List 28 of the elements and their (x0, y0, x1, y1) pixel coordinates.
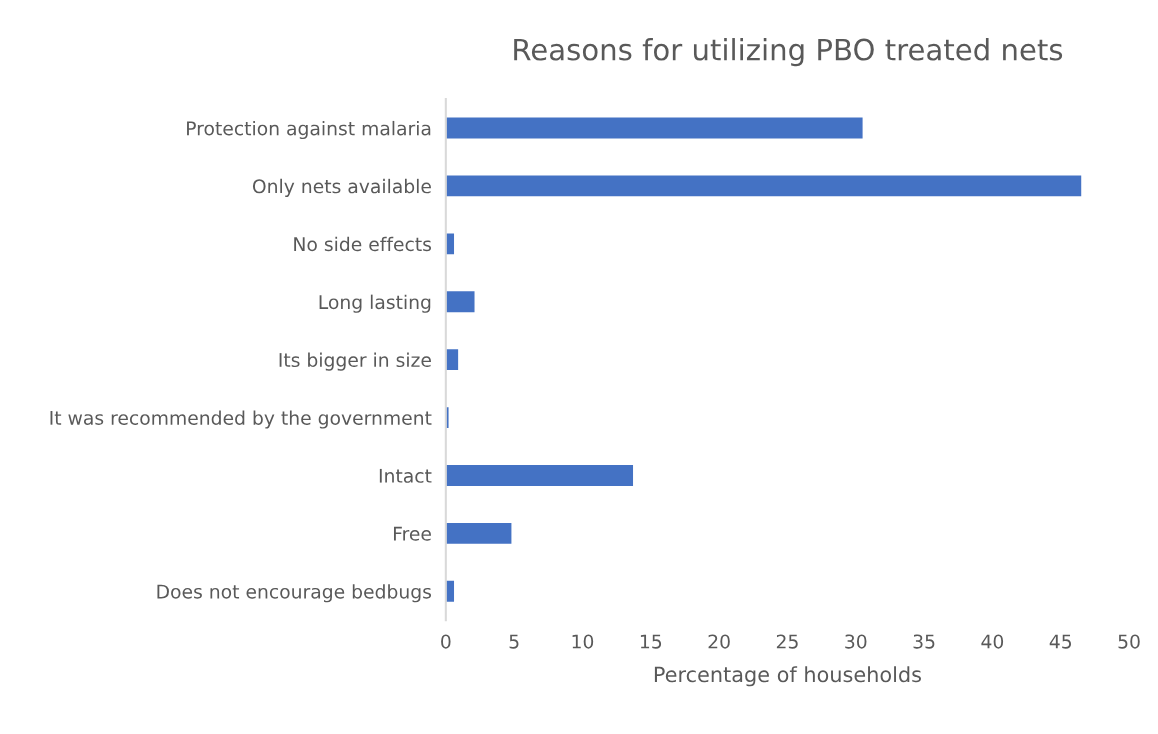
x-tick-label: 25 (776, 634, 798, 649)
bar (445, 349, 459, 371)
x-tick-label: 40 (981, 634, 1004, 649)
y-tick-label: Intact (379, 468, 432, 483)
y-tick-label: Free (394, 526, 431, 541)
x-tick-label: 20 (708, 634, 730, 649)
x-tick-label: 15 (640, 634, 662, 649)
bar (445, 117, 863, 139)
y-tick-label: No side effects (294, 236, 432, 252)
x-tick-label: 50 (1118, 634, 1140, 649)
y-tick-label: Its bigger in size (279, 352, 431, 371)
bar (445, 291, 475, 313)
x-tick-label: 45 (1049, 634, 1072, 649)
x-tick-label: 5 (509, 634, 519, 649)
x-tick-label: 30 (845, 634, 867, 649)
y-tick-label: Only nets available (252, 178, 431, 197)
y-tick-label: Protection against malaria (187, 120, 431, 140)
y-tick-label: Does not encourage bedbugs (157, 584, 432, 603)
bar (445, 465, 634, 486)
bar (445, 522, 512, 544)
y-tick-label: It was recommended by the government (50, 410, 432, 429)
x-tick-label: 0 (441, 634, 451, 649)
bar (445, 175, 1082, 197)
y-tick-label: Long lasting (319, 294, 431, 313)
x-axis-title: Percentage of households (654, 666, 921, 687)
chart-title: Reasons for utilizing PBO treated nets (514, 38, 1063, 67)
x-tick-label: 35 (913, 634, 935, 649)
x-tick-label: 10 (572, 634, 594, 649)
